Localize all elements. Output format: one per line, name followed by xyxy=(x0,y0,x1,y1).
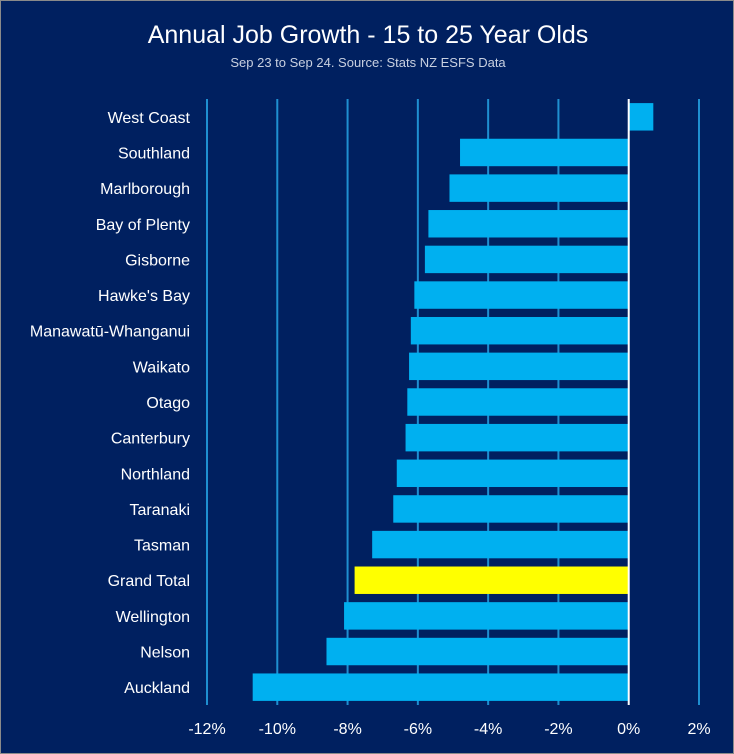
x-tick-label: 2% xyxy=(687,721,710,738)
bar xyxy=(460,138,629,167)
category-label: Bay of Plenty xyxy=(96,217,190,234)
x-tick-label: -2% xyxy=(544,721,572,738)
bar xyxy=(344,602,629,630)
x-tick-label: -6% xyxy=(404,721,432,738)
bar xyxy=(326,637,629,666)
chart-title: Annual Job Growth - 15 to 25 Year Olds xyxy=(147,21,589,49)
category-label: West Coast xyxy=(108,110,191,127)
category-label: Hawke's Bay xyxy=(98,288,190,305)
category-label: Taranaki xyxy=(130,502,190,519)
bar xyxy=(354,566,629,594)
bar xyxy=(414,281,629,309)
bar xyxy=(393,495,629,523)
category-label: Otago xyxy=(146,395,190,412)
bar xyxy=(424,245,629,274)
tick-labels: -12% -10% -8% -6% -4% -2% 0% 2% xyxy=(188,721,710,738)
x-tick-label: -8% xyxy=(333,721,361,738)
category-label: Nelson xyxy=(140,645,190,662)
bar xyxy=(428,210,629,238)
x-tick-label: -12% xyxy=(188,721,225,738)
category-label: Northland xyxy=(121,466,190,483)
category-label: Grand Total xyxy=(108,573,190,590)
chart-subtitle: Sep 23 to Sep 24. Source: Stats NZ ESFS … xyxy=(230,55,506,70)
bar xyxy=(409,352,629,381)
category-label: Canterbury xyxy=(111,431,190,448)
bars xyxy=(252,103,654,701)
category-label: Gisborne xyxy=(125,252,190,269)
x-tick-label: -10% xyxy=(259,721,296,738)
category-label: Wellington xyxy=(116,609,190,626)
x-tick-label: 0% xyxy=(617,721,640,738)
category-label: Auckland xyxy=(124,680,190,697)
category-labels: West Coast Southland Marlborough Bay of Ple… xyxy=(30,110,191,697)
bar xyxy=(372,530,629,559)
bar xyxy=(407,388,629,416)
bar xyxy=(449,174,629,202)
x-tick-label: -4% xyxy=(474,721,502,738)
bar xyxy=(410,316,629,345)
category-label: Southland xyxy=(118,145,190,162)
bar xyxy=(628,103,654,131)
category-label: Manawatū-Whanganui xyxy=(30,324,190,341)
bar xyxy=(396,459,629,488)
category-label: Waikato xyxy=(133,359,190,376)
bar xyxy=(252,673,629,701)
category-label: Tasman xyxy=(134,538,190,555)
category-label: Marlborough xyxy=(100,181,190,198)
bar xyxy=(405,423,629,452)
